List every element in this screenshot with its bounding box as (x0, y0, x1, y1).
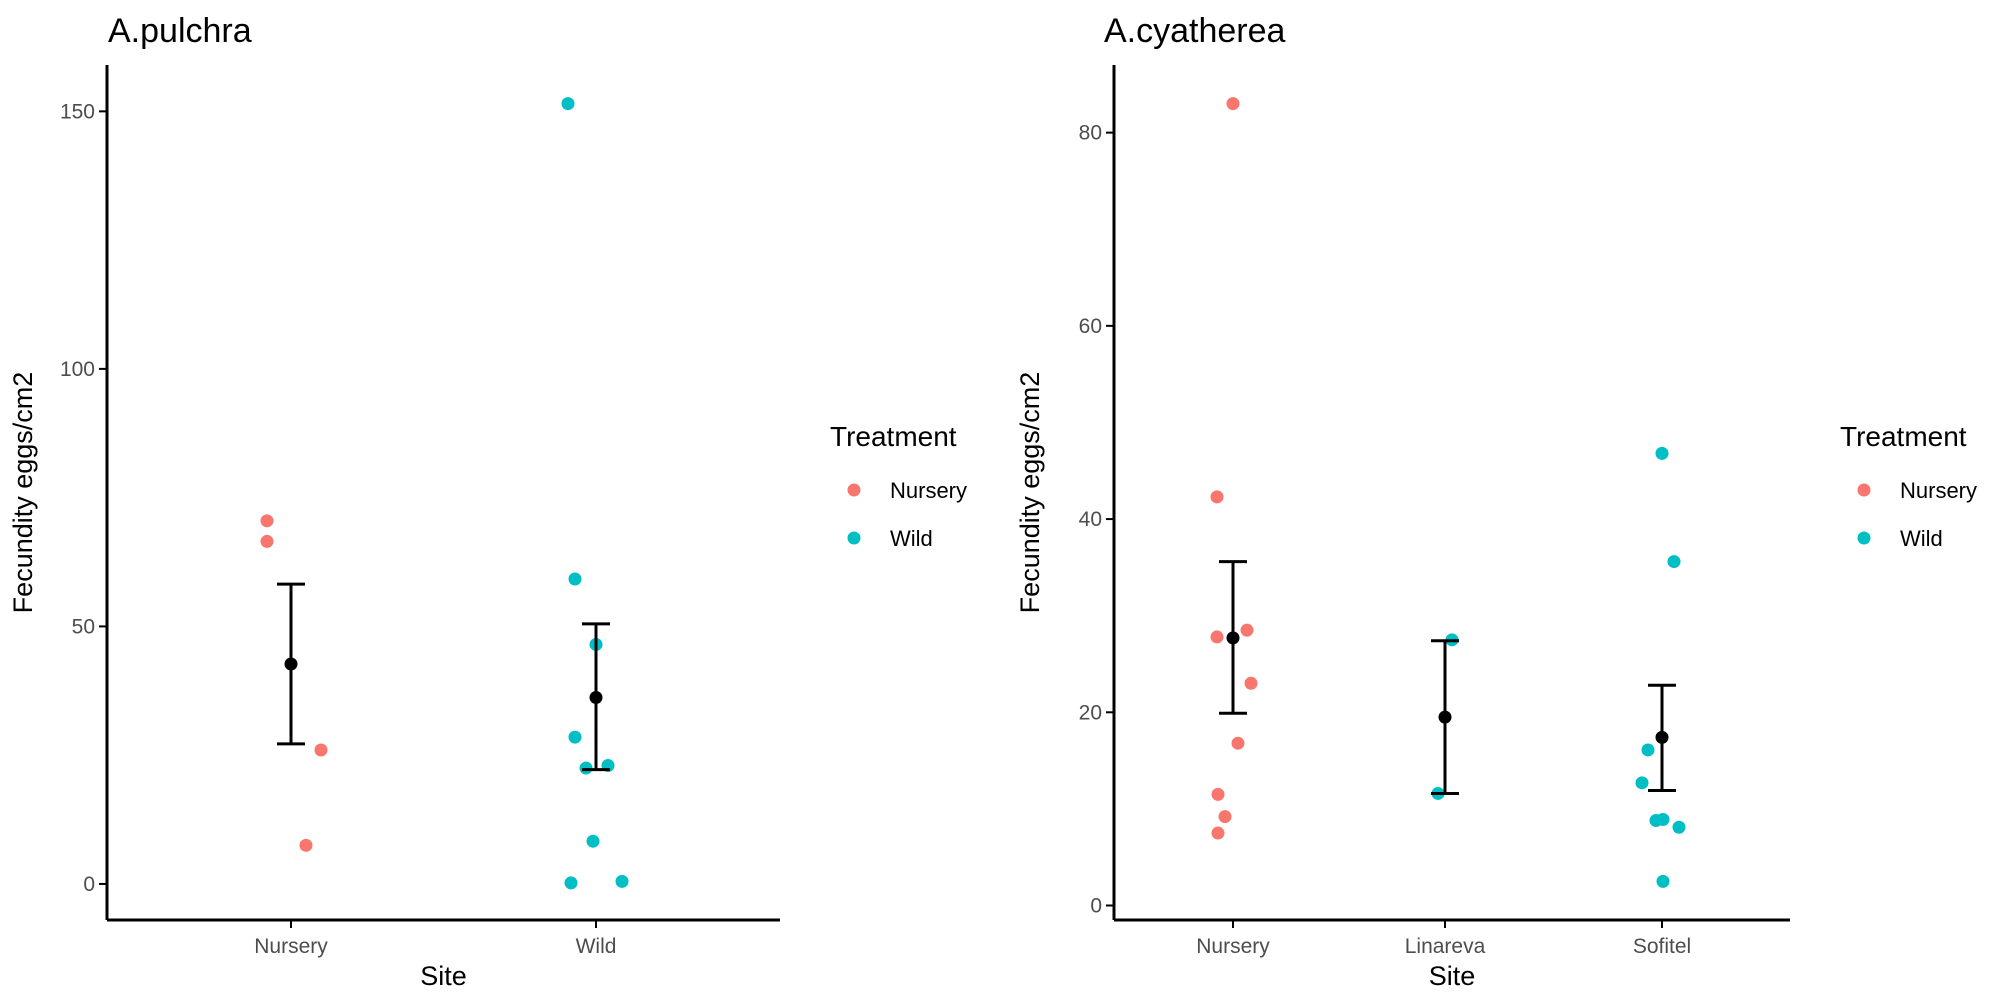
legend-swatch-nursery (1857, 483, 1871, 497)
data-point-wild (586, 834, 600, 848)
legend-swatch-wild (1857, 531, 1871, 545)
data-point-wild (579, 761, 593, 775)
data-point-nursery (1210, 490, 1224, 504)
mean-point (1438, 710, 1452, 724)
x-tick-label: Nursery (1196, 935, 1270, 958)
data-point-wild (568, 572, 582, 586)
data-point-wild (1656, 813, 1670, 827)
y-axis-title: Fecundity eggs/cm2 (1015, 372, 1045, 614)
mean-point (1655, 730, 1669, 744)
legend: Treatment Nursery Wild (830, 421, 967, 551)
y-axis-title: Fecundity eggs/cm2 (8, 372, 38, 614)
legend-title: Treatment (1840, 421, 1967, 452)
legend-label: Nursery (1900, 478, 1977, 503)
panel-1: A.pulchra 0 50 100 150 Nursery Wild Site Fecundi… (8, 12, 967, 991)
data-point-nursery (1226, 97, 1240, 111)
data-point-nursery (260, 514, 274, 528)
y-tick-label: 60 (1079, 315, 1102, 338)
legend: Treatment Nursery Wild (1840, 421, 1977, 551)
data-point-nursery (1231, 736, 1245, 750)
x-tick-label: Linareva (1405, 935, 1486, 958)
data-point-wild (1641, 743, 1655, 757)
x-axis-title: Site (420, 961, 467, 991)
x-tick-label: Sofitel (1633, 935, 1691, 958)
x-axis-title: Site (1429, 961, 1476, 991)
data-point-nursery (1210, 630, 1224, 644)
legend-title: Treatment (830, 421, 957, 452)
data-point-nursery (260, 534, 274, 548)
data-point-nursery (314, 743, 328, 757)
data-point-nursery (1218, 810, 1232, 824)
y-tick-label: 0 (1090, 895, 1102, 918)
y-tick-label: 100 (60, 358, 95, 381)
y-tick-label: 80 (1079, 122, 1102, 145)
y-tick-label: 20 (1079, 701, 1102, 724)
legend-label: Wild (1900, 526, 1943, 551)
y-tick-label: 0 (83, 873, 95, 896)
data-point-wild (1655, 446, 1669, 460)
y-tick-label: 150 (60, 100, 95, 123)
data-point-nursery (1211, 787, 1225, 801)
data-point-nursery (1244, 676, 1258, 690)
legend-swatch-wild (847, 531, 861, 545)
x-tick-label: Wild (576, 935, 617, 958)
data-point-wild (561, 97, 575, 111)
x-tick-label: Nursery (254, 935, 328, 958)
data-point-nursery (1211, 826, 1225, 840)
y-tick-label: 40 (1079, 508, 1102, 531)
data-point-nursery (299, 838, 313, 852)
data-point-wild (1635, 776, 1649, 790)
data-point-nursery (1240, 623, 1254, 637)
data-point-wild (1656, 874, 1670, 888)
data-point-wild (615, 874, 629, 888)
legend-swatch-nursery (847, 483, 861, 497)
data-point-wild (564, 876, 578, 890)
data-point-wild (568, 730, 582, 744)
mean-point (589, 690, 603, 704)
y-tick-label: 50 (72, 615, 95, 638)
chart-title: A.pulchra (108, 12, 252, 50)
legend-label: Nursery (890, 478, 967, 503)
chart-title: A.cyatherea (1104, 12, 1286, 50)
data-point-wild (1672, 820, 1686, 834)
mean-point (1226, 631, 1240, 645)
legend-label: Wild (890, 526, 933, 551)
data-point-wild (1667, 555, 1681, 569)
panel-2: A.cyatherea 0 20 40 60 80 Nursery Linareva Sofit… (1015, 12, 1977, 991)
mean-point (284, 657, 298, 671)
